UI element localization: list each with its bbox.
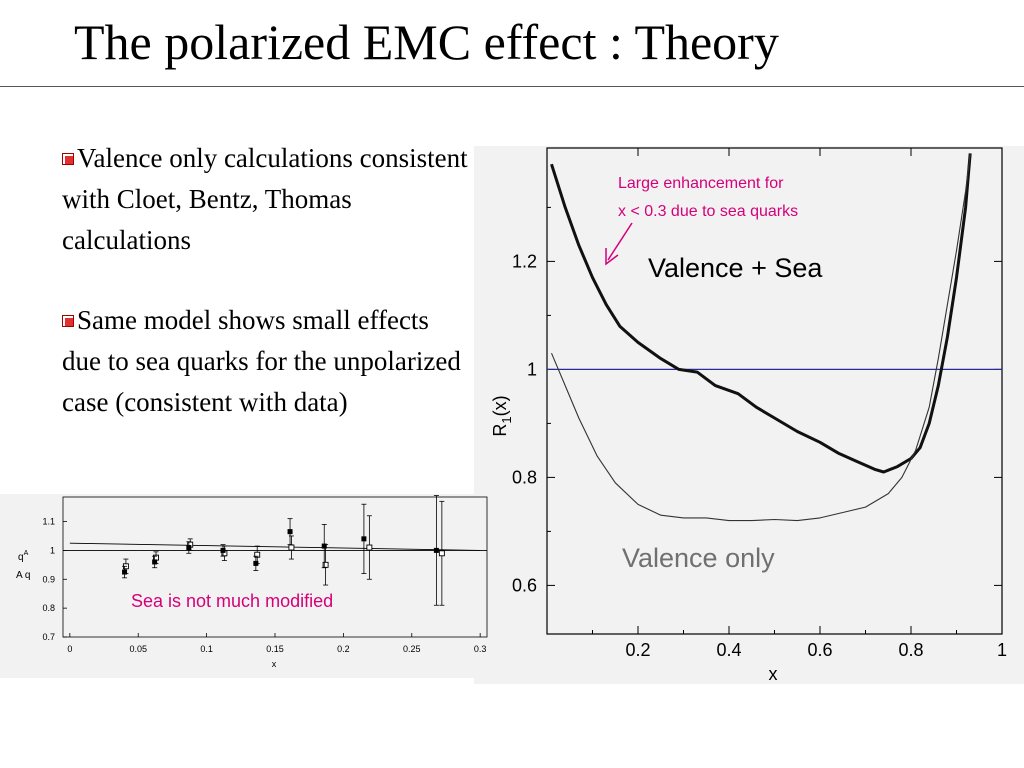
open-data-point: [288, 544, 295, 551]
filled-data-point: [152, 559, 158, 565]
open-data-point: [366, 544, 373, 551]
square-bullet-icon: [62, 152, 74, 165]
y-tick-label: 0.8: [512, 467, 537, 487]
filled-data-point: [186, 545, 192, 551]
small-x-tick-label: 0.2: [337, 644, 350, 654]
y-tick-label: 1: [527, 359, 537, 379]
filled-data-point: [220, 547, 226, 553]
open-data-point: [438, 550, 445, 557]
bullet-item-valence: Valence only calculations consistent wit…: [62, 138, 472, 261]
small-x-tick-label: 0.25: [403, 644, 421, 654]
title-divider: [0, 86, 1024, 87]
small-x-tick-label: 0: [67, 644, 72, 654]
y-tick-label: 1.2: [512, 251, 537, 271]
small-y-tick-label: 1.1: [42, 517, 55, 527]
open-data-point: [254, 551, 261, 558]
valence-sea-label: Valence + Sea: [648, 253, 823, 283]
sea-annotation: Sea is not much modified: [131, 591, 333, 611]
x-axis-label: x: [769, 664, 778, 684]
filled-data-point: [287, 529, 293, 535]
x-tick-label: 1: [997, 640, 1007, 660]
x-tick-label: 0.4: [716, 640, 741, 660]
small-y-tick-label: 0.8: [42, 603, 55, 613]
valence-sea-curve: [550, 153, 972, 474]
theory-plot-panel: 0.2 0.4 0.6 0.8 1 0.6 0.8 1 1.2 x R1(x) Large en…: [474, 146, 1024, 684]
small-y-axis-label-bottom: A q: [16, 570, 30, 581]
annotation-arrow: [605, 222, 633, 266]
filled-data-point: [361, 536, 367, 542]
svg-text:R1(x): R1(x): [490, 395, 514, 436]
bullet-text: Valence only calculations consistent wit…: [62, 143, 468, 255]
valence-only-label: Valence only: [622, 543, 775, 573]
bullet-item-sea: Same model shows small effects due to se…: [62, 300, 472, 423]
small-y-tick-label: 1: [50, 545, 55, 555]
x-tick-label: 0.2: [625, 640, 650, 660]
small-x-tick-label: 0.15: [266, 644, 284, 654]
x-tick-label: 0.6: [807, 640, 832, 660]
small-x-axis-label: x: [272, 659, 277, 669]
y-tick-label: 0.6: [512, 575, 537, 595]
annotation-line-1: Large enhancement for: [618, 175, 784, 192]
filled-data-point: [122, 569, 128, 575]
filled-data-point: [433, 547, 439, 553]
bullet-text: Same model shows small effects due to se…: [62, 305, 461, 417]
valence-only-curve: [550, 153, 971, 522]
small-y-axis-label-top: qA: [18, 550, 29, 563]
qa-ratio-chart: 0 0.05 0.1 0.15 0.2 0.25 0.3 0.7 0.8 0.9 1 1.1 x qA…: [16, 495, 488, 669]
trend-line: [69, 542, 481, 551]
data-plot-panel: 0 0.05 0.1 0.15 0.2 0.25 0.3 0.7 0.8 0.9 1 1.1 x qA…: [0, 494, 488, 678]
small-x-tick-label: 0.05: [129, 644, 147, 654]
y-axis-label: R1(x): [490, 395, 514, 436]
small-y-tick-label: 0.7: [42, 632, 55, 642]
filled-data-point: [253, 560, 259, 566]
small-x-tick-label: 0.1: [200, 644, 213, 654]
square-bullet-icon: [62, 314, 74, 327]
annotation-line-2: x < 0.3 due to sea quarks: [618, 203, 798, 220]
r1-ratio-chart: 0.2 0.4 0.6 0.8 1 0.6 0.8 1 1.2 x R1(x) Large en…: [490, 147, 1007, 684]
small-x-tick-label: 0.3: [474, 644, 487, 654]
x-tick-label: 0.8: [898, 640, 923, 660]
small-y-tick-label: 0.9: [42, 574, 55, 584]
slide-title: The polarized EMC effect : Theory: [74, 14, 779, 70]
filled-data-point: [321, 543, 327, 549]
